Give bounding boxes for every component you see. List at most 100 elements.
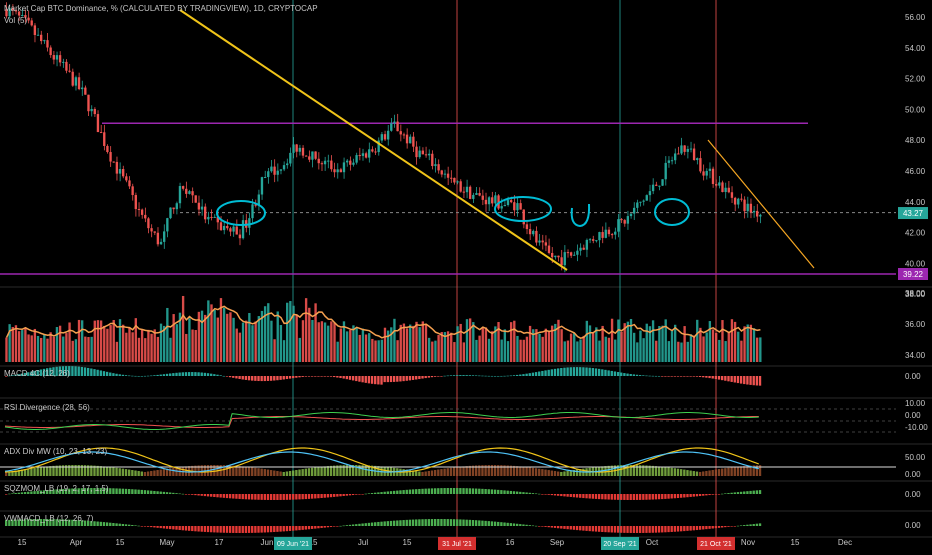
vwmacd-bar [118,523,121,526]
volume-bar [349,329,352,362]
candle-body [238,234,242,239]
sqz-bar [670,494,673,499]
macd-bar [465,375,468,376]
candle-body [213,216,216,218]
adx-bar [184,466,188,476]
candle-body [27,17,30,21]
vwmacd-bar [708,526,711,529]
candle-body [702,171,705,176]
sqz-bar [437,488,440,494]
time-axis-tick: Nov [741,538,755,547]
volume-bar [27,334,30,362]
adx-bar [459,466,462,476]
vwmacd-bar [247,526,251,533]
volume-bar [295,314,298,362]
sqz-bar [143,490,147,494]
volume-bar [273,339,276,362]
macd-bar [456,375,459,376]
macd-bar [686,376,689,377]
candle-body [188,191,191,194]
candle-body [298,147,301,152]
candle-body [554,255,557,258]
volume-bar [497,322,500,362]
vwmacd-bar [23,519,27,526]
macd-bar [528,373,531,376]
candle-body [431,153,434,167]
sqz-bar [736,492,740,494]
candle-body [8,8,11,17]
vwmacd-bar [746,524,749,526]
sqz-bar [515,491,519,494]
sqz-bar [11,493,14,494]
candle-body [311,151,314,160]
vwmacd-group [5,519,762,533]
candle-body [207,216,210,220]
macd-bar [374,376,377,385]
adx-bar [162,469,166,476]
macd-bar [519,374,522,376]
sqz-bar [377,492,380,494]
adx-bar [497,465,500,476]
candle-body [327,160,330,162]
candle-body [550,252,554,258]
vwmacd-bar [519,524,522,526]
vwmacd-bar [396,520,399,526]
volume-bar [289,301,292,362]
volume-bar [487,338,491,362]
volume-bar [614,339,617,362]
volume-bar [475,339,478,362]
volume-bar [235,328,238,362]
time-axis-tick: May [159,538,174,547]
macd-bar [399,376,402,382]
candle-body [576,250,579,255]
volume-bar [188,318,191,362]
vwmacd-bar [478,520,481,526]
macd-bar [556,368,560,376]
volume-bar [667,341,671,362]
candle-body [210,216,213,218]
sqz-bar [411,489,415,494]
candle-body [156,232,160,245]
adx-bar [515,466,519,476]
macd-bar [484,375,487,377]
adx-bar [285,471,289,476]
adx-bar [686,470,689,476]
macd-bar [165,373,169,376]
candle-body [724,187,727,193]
vwmacd-bar [758,523,762,526]
candle-body [645,195,648,201]
adx-bar [30,468,33,476]
sqz-bar [676,494,680,499]
vwmacd-bar [405,519,408,526]
adx-bar [159,469,162,476]
volume-bar [270,320,273,362]
vwmacd-bar [736,525,740,527]
macd-bar [244,376,248,380]
macd-bar [679,376,683,377]
macd-bar [424,376,427,379]
sqz-bar [443,488,446,494]
macd-bar [664,376,667,377]
vwmacd-bar [752,524,755,526]
candle-body [386,130,390,140]
macd-pane-label: MACD 4C (12, 26) [4,369,70,378]
macd-bar [383,376,386,383]
volume-bar [222,307,226,362]
vwmacd-bar [124,524,128,526]
vwmacd-bar [370,522,374,526]
volume-bar [544,328,548,362]
rsi-axis-tick: 10.00 [905,399,926,408]
vwmacd-bar [604,526,607,533]
macd-bar [661,376,664,377]
macd-bar [594,368,598,376]
macd-bar [427,376,431,378]
macd-bar [348,376,352,380]
sqz-bar [244,494,248,500]
volume-bar [446,331,450,362]
macd-bar [408,376,412,381]
volume-bar [276,311,279,362]
vwmacd-bar [266,526,270,533]
vwmacd-bar [500,522,503,526]
candle-body [317,158,320,164]
